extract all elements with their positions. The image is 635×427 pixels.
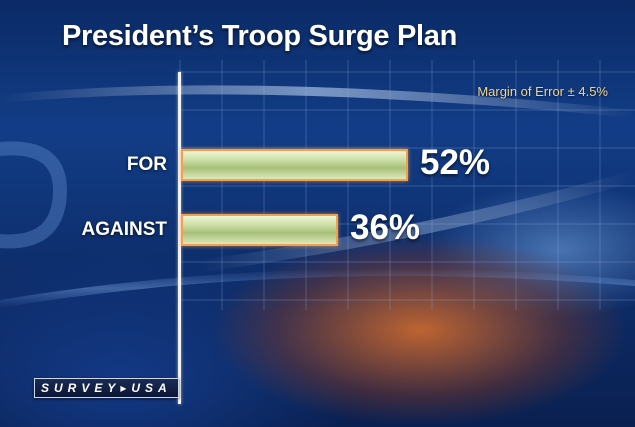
category-label-for: FOR <box>126 154 167 175</box>
bar-for <box>181 149 408 181</box>
logo-text: SURVEY▸USA <box>41 381 172 395</box>
y-axis-line <box>178 72 181 404</box>
value-label-for: 52% <box>420 143 491 182</box>
category-label-against: AGAINST <box>81 219 168 240</box>
surveyusa-logo: SURVEY▸USA <box>34 378 179 398</box>
bar-against <box>181 214 338 246</box>
margin-of-error-note: Margin of Error ± 4.5% <box>477 84 608 99</box>
chart-title: President’s Troop Surge Plan <box>62 20 458 52</box>
value-label-against: 36% <box>350 208 421 247</box>
